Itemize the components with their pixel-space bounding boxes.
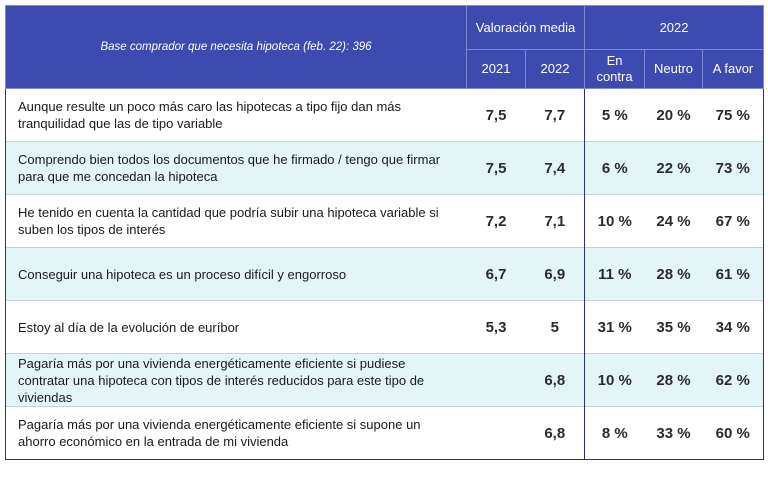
row-neutro: 24 % <box>644 194 703 248</box>
row-a-favor: 75 % <box>702 88 765 142</box>
table-row: Conseguir una hipoteca es un proceso dif… <box>5 247 765 301</box>
row-a-favor: 73 % <box>702 141 765 195</box>
row-value-2021: 6,7 <box>466 247 526 301</box>
base-note: Base comprador que necesita hipoteca (fe… <box>5 5 467 89</box>
row-statement: Conseguir una hipoteca es un proceso dif… <box>5 247 467 301</box>
row-neutro: 20 % <box>644 88 703 142</box>
header-year-2022-group: 2022 <box>584 5 765 50</box>
row-a-favor: 67 % <box>702 194 765 248</box>
row-value-2022: 7,1 <box>525 194 585 248</box>
table-row: Pagaría más por una vivienda energéticam… <box>5 406 765 460</box>
row-statement: He tenido en cuenta la cantidad que podr… <box>5 194 467 248</box>
row-neutro: 22 % <box>644 141 703 195</box>
row-value-2022: 7,4 <box>525 141 585 195</box>
row-value-2021: 7,5 <box>466 88 526 142</box>
row-statement: Comprendo bien todos los documentos que … <box>5 141 467 195</box>
header-2021: 2021 <box>466 49 526 89</box>
row-value-2022: 7,7 <box>525 88 585 142</box>
row-value-2021: 5,3 <box>466 300 526 354</box>
survey-table-container: Base comprador que necesita hipoteca (fe… <box>5 5 765 472</box>
row-neutro: 28 % <box>644 353 703 407</box>
row-statement: Estoy al día de la evolución de euríbor <box>5 300 467 354</box>
row-value-2021 <box>466 353 526 407</box>
row-a-favor: 61 % <box>702 247 765 301</box>
table-row: Estoy al día de la evolución de euríbor … <box>5 300 765 354</box>
header-neutro: Neutro <box>644 49 704 89</box>
table-body: Aunque resulte un poco más caro las hipo… <box>5 88 765 460</box>
row-neutro: 33 % <box>644 406 703 460</box>
row-en-contra: 11 % <box>584 247 645 301</box>
row-en-contra: 5 % <box>584 88 645 142</box>
table-row: Aunque resulte un poco más caro las hipo… <box>5 88 765 142</box>
row-value-2021 <box>466 406 526 460</box>
header-valoracion-media: Valoración media <box>465 5 586 50</box>
header-2022: 2022 <box>524 49 586 89</box>
row-en-contra: 8 % <box>584 406 645 460</box>
row-en-contra: 6 % <box>584 141 645 195</box>
table-header: Base comprador que necesita hipoteca (fe… <box>5 5 765 89</box>
row-neutro: 35 % <box>644 300 703 354</box>
row-value-2022: 6,9 <box>525 247 585 301</box>
header-en-contra: En contra <box>584 49 646 89</box>
row-value-2022: 6,8 <box>525 406 585 460</box>
row-value-2021: 7,2 <box>466 194 526 248</box>
header-a-favor: A favor <box>702 49 765 89</box>
row-value-2022: 5 <box>525 300 585 354</box>
table-row: Pagaría más por una vivienda energéticam… <box>5 353 765 407</box>
survey-table: Base comprador que necesita hipoteca (fe… <box>5 5 765 460</box>
row-en-contra: 10 % <box>584 353 645 407</box>
row-a-favor: 60 % <box>702 406 765 460</box>
row-en-contra: 10 % <box>584 194 645 248</box>
row-a-favor: 62 % <box>702 353 765 407</box>
row-statement: Aunque resulte un poco más caro las hipo… <box>5 88 467 142</box>
row-en-contra: 31 % <box>584 300 645 354</box>
row-statement: Pagaría más por una vivienda energéticam… <box>5 406 467 460</box>
row-value-2021: 7,5 <box>466 141 526 195</box>
table-row: Comprendo bien todos los documentos que … <box>5 141 765 195</box>
table-row: He tenido en cuenta la cantidad que podr… <box>5 194 765 248</box>
row-neutro: 28 % <box>644 247 703 301</box>
row-a-favor: 34 % <box>702 300 765 354</box>
row-value-2022: 6,8 <box>525 353 585 407</box>
row-statement: Pagaría más por una vivienda energéticam… <box>5 353 467 407</box>
